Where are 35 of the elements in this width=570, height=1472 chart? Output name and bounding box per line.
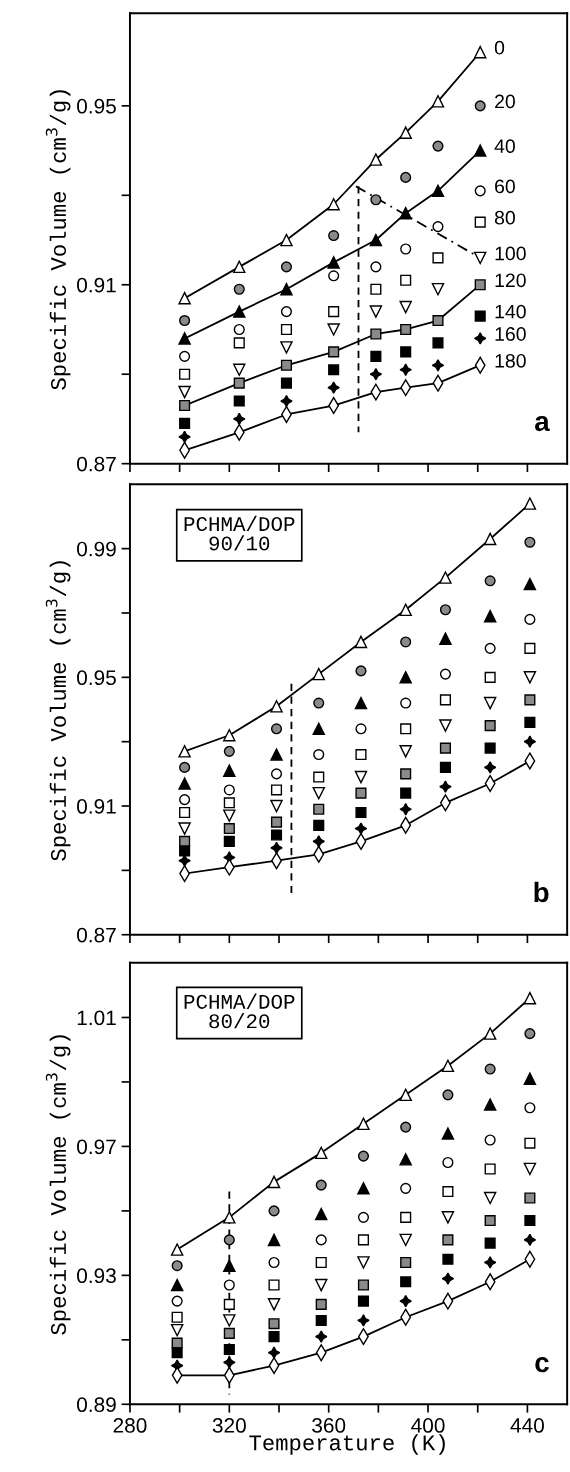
y-axis-title: Specific Volume (cm$^{3}$/g): [45, 90, 71, 390]
annotation: PCHMA/DOP 90/10: [184, 515, 295, 551]
y-tick-label: 0.99: [77, 541, 116, 557]
y-tick-label: 1.01: [77, 1010, 116, 1026]
annotation: a: [535, 415, 550, 432]
x-tick-label: 280: [113, 1418, 147, 1433]
annotation: c: [535, 1357, 549, 1373]
x-tick-label: 400: [411, 1418, 445, 1433]
y-tick-label: 0.89: [77, 1397, 116, 1413]
series-label: 20: [495, 94, 515, 109]
y-tick-label: 0.95: [77, 670, 116, 686]
y-axis-title: Specific Volume (cm$^{3}$/g): [45, 1035, 71, 1335]
y-tick-label: 0.87: [77, 456, 116, 472]
y-tick-label: 0.95: [77, 98, 116, 114]
y-tick-label: 0.91: [77, 799, 116, 814]
series-label: 0: [494, 40, 505, 55]
y-tick-label: 0.87: [77, 927, 116, 943]
x-tick-label: 320: [212, 1418, 246, 1433]
series-label: 160: [495, 327, 526, 341]
series-label: 80: [494, 210, 515, 225]
series-label: 120: [495, 273, 526, 288]
x-tick-label: 360: [312, 1418, 346, 1433]
series-label: 140: [495, 304, 526, 319]
y-tick-label: 0.91: [77, 277, 116, 293]
x-tick-label: 440: [510, 1418, 544, 1433]
y-axis-title: Specific Volume (cm$^{3}$/g): [45, 561, 71, 861]
x-axis-title: Temperature (K): [249, 1434, 445, 1455]
series-label: 40: [494, 139, 515, 154]
series-label: 60: [495, 179, 515, 194]
annotation: b: [534, 881, 549, 903]
series-label: 180: [495, 353, 526, 368]
y-tick-label: 0.93: [77, 1268, 116, 1284]
series-label: 100: [495, 246, 526, 261]
annotation: PCHMA/DOP 80/20: [184, 993, 295, 1029]
y-tick-label: 0.97: [77, 1139, 116, 1155]
